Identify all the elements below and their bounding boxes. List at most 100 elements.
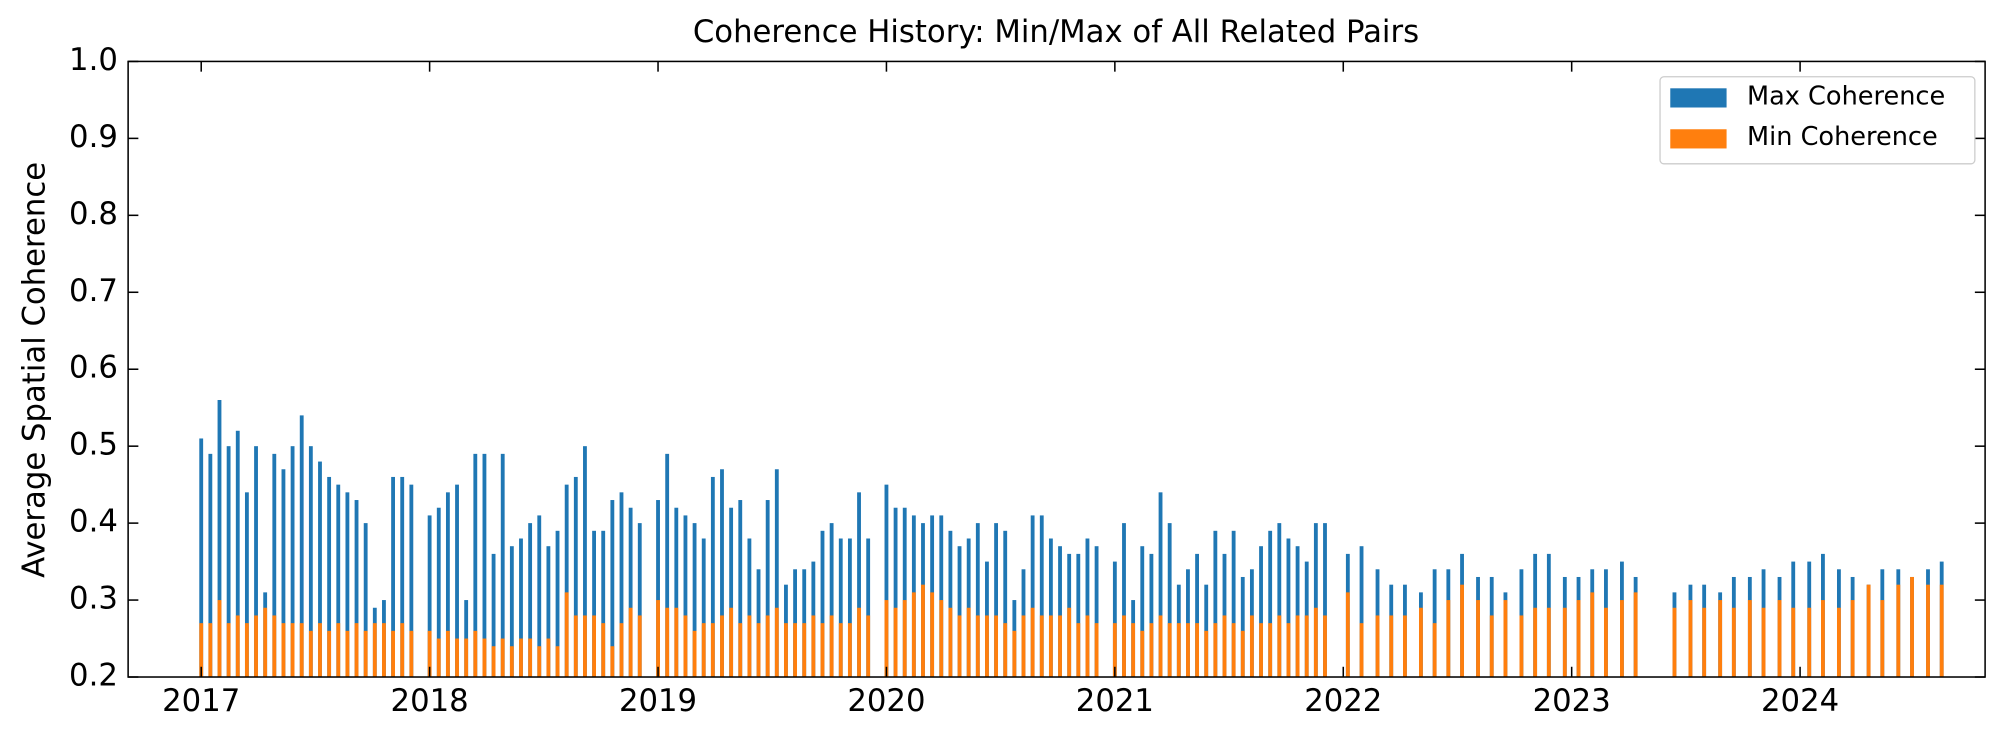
bar	[573, 476, 578, 678]
bar	[290, 623, 295, 678]
bar	[254, 446, 258, 678]
bar	[1231, 623, 1236, 678]
bar	[738, 623, 743, 678]
bar	[985, 615, 989, 678]
bar	[656, 500, 660, 678]
bar	[1286, 538, 1291, 678]
bar	[665, 453, 670, 678]
bar	[1259, 546, 1263, 678]
bar	[281, 469, 286, 678]
bar	[263, 607, 268, 678]
y-tick-label: 0.2	[69, 658, 118, 694]
bar	[829, 523, 834, 678]
bar	[445, 492, 450, 678]
bar	[1489, 615, 1494, 678]
bar	[683, 615, 688, 678]
bar	[756, 623, 761, 678]
bar	[583, 615, 587, 678]
bar	[710, 476, 715, 678]
bar	[1836, 607, 1841, 678]
bar	[1821, 600, 1825, 678]
legend-swatch	[1670, 88, 1727, 108]
bar	[336, 484, 341, 678]
bar	[372, 623, 377, 678]
bar	[1604, 607, 1608, 678]
bar	[491, 553, 496, 678]
bar	[1204, 630, 1209, 678]
bar	[564, 484, 569, 678]
y-tick-label: 0.6	[69, 350, 118, 386]
bar	[911, 592, 916, 678]
bar	[1761, 607, 1766, 678]
bar	[811, 615, 816, 678]
bar	[1503, 600, 1508, 678]
bar	[1702, 607, 1707, 678]
bar	[1140, 546, 1145, 678]
bar	[720, 469, 724, 678]
bar	[1562, 607, 1567, 678]
bar	[345, 492, 350, 678]
bar	[939, 600, 944, 678]
bar	[500, 453, 505, 678]
bar	[610, 500, 615, 678]
bar	[1359, 546, 1364, 678]
bar	[1672, 607, 1677, 678]
bar	[546, 546, 551, 678]
bar	[1777, 600, 1782, 678]
bar	[765, 500, 770, 678]
bar	[1122, 615, 1126, 678]
bar	[436, 507, 441, 678]
bar	[1313, 523, 1318, 678]
bar	[701, 623, 706, 678]
bar	[1012, 630, 1017, 678]
bar	[957, 546, 962, 678]
bar	[829, 615, 834, 678]
bar	[619, 492, 624, 678]
bar	[445, 630, 450, 678]
bar	[1076, 553, 1081, 678]
bar	[409, 484, 414, 678]
bar	[473, 630, 478, 678]
bar	[1003, 530, 1008, 678]
bar	[1131, 623, 1136, 678]
bar	[637, 615, 642, 678]
bar	[199, 438, 204, 678]
bar	[382, 623, 386, 678]
bar	[1850, 600, 1855, 678]
bar	[637, 523, 642, 678]
x-tick-label: 2019	[619, 683, 697, 719]
y-tick-label: 0.8	[69, 196, 118, 232]
bar	[519, 638, 523, 678]
bar	[1866, 584, 1871, 678]
bar	[455, 638, 459, 678]
bar	[1195, 553, 1200, 678]
bar	[555, 530, 560, 678]
bar	[902, 600, 907, 678]
x-tick-label: 2022	[1304, 683, 1382, 719]
bar	[1419, 607, 1423, 678]
bar	[939, 515, 944, 678]
bar	[1186, 623, 1190, 678]
bar	[1231, 530, 1236, 678]
bar	[847, 623, 852, 678]
bar	[692, 630, 697, 678]
bar	[1076, 623, 1081, 678]
bar	[1112, 623, 1117, 678]
legend: Max Coherence Min Coherence	[1659, 76, 1976, 165]
bar	[628, 507, 633, 678]
bar	[491, 646, 496, 678]
bar	[1167, 623, 1172, 678]
bar	[1345, 592, 1350, 678]
bar	[884, 484, 889, 678]
bar	[847, 538, 852, 678]
bar	[802, 623, 807, 678]
bar	[235, 430, 240, 678]
bar	[692, 523, 697, 678]
bar	[1003, 623, 1008, 678]
bar	[1058, 546, 1062, 678]
bar	[729, 607, 734, 678]
bar	[820, 623, 825, 678]
bar	[1112, 561, 1117, 678]
bar	[244, 623, 249, 678]
bar	[400, 623, 405, 678]
